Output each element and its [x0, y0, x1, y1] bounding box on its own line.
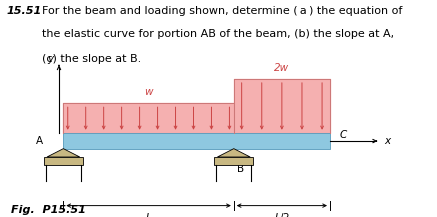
Text: C: C — [340, 130, 347, 140]
Text: 15.51: 15.51 — [6, 6, 42, 16]
Text: For the beam and loading shown, determine ( ​a​ ) the equation of: For the beam and loading shown, determin… — [42, 6, 402, 16]
Text: x: x — [385, 136, 391, 146]
Polygon shape — [218, 149, 250, 157]
Bar — [44, 157, 83, 165]
Text: (​c​) the slope at ​B.: (​c​) the slope at ​B. — [42, 54, 141, 64]
Bar — [63, 133, 330, 149]
Polygon shape — [47, 149, 80, 157]
Text: y: y — [47, 54, 53, 64]
Text: A: A — [36, 136, 43, 146]
Text: w: w — [144, 87, 153, 97]
Bar — [214, 157, 253, 165]
Text: $L$: $L$ — [145, 211, 152, 217]
Text: B: B — [237, 164, 244, 174]
Text: the elastic curve for portion ​AB​ of the beam, (​b​) the slope at ​A,: the elastic curve for portion ​AB​ of th… — [42, 29, 394, 39]
Text: 2w: 2w — [274, 63, 289, 73]
Text: $L/2$: $L/2$ — [274, 211, 290, 217]
Text: Fig.  P15.51: Fig. P15.51 — [11, 205, 86, 215]
